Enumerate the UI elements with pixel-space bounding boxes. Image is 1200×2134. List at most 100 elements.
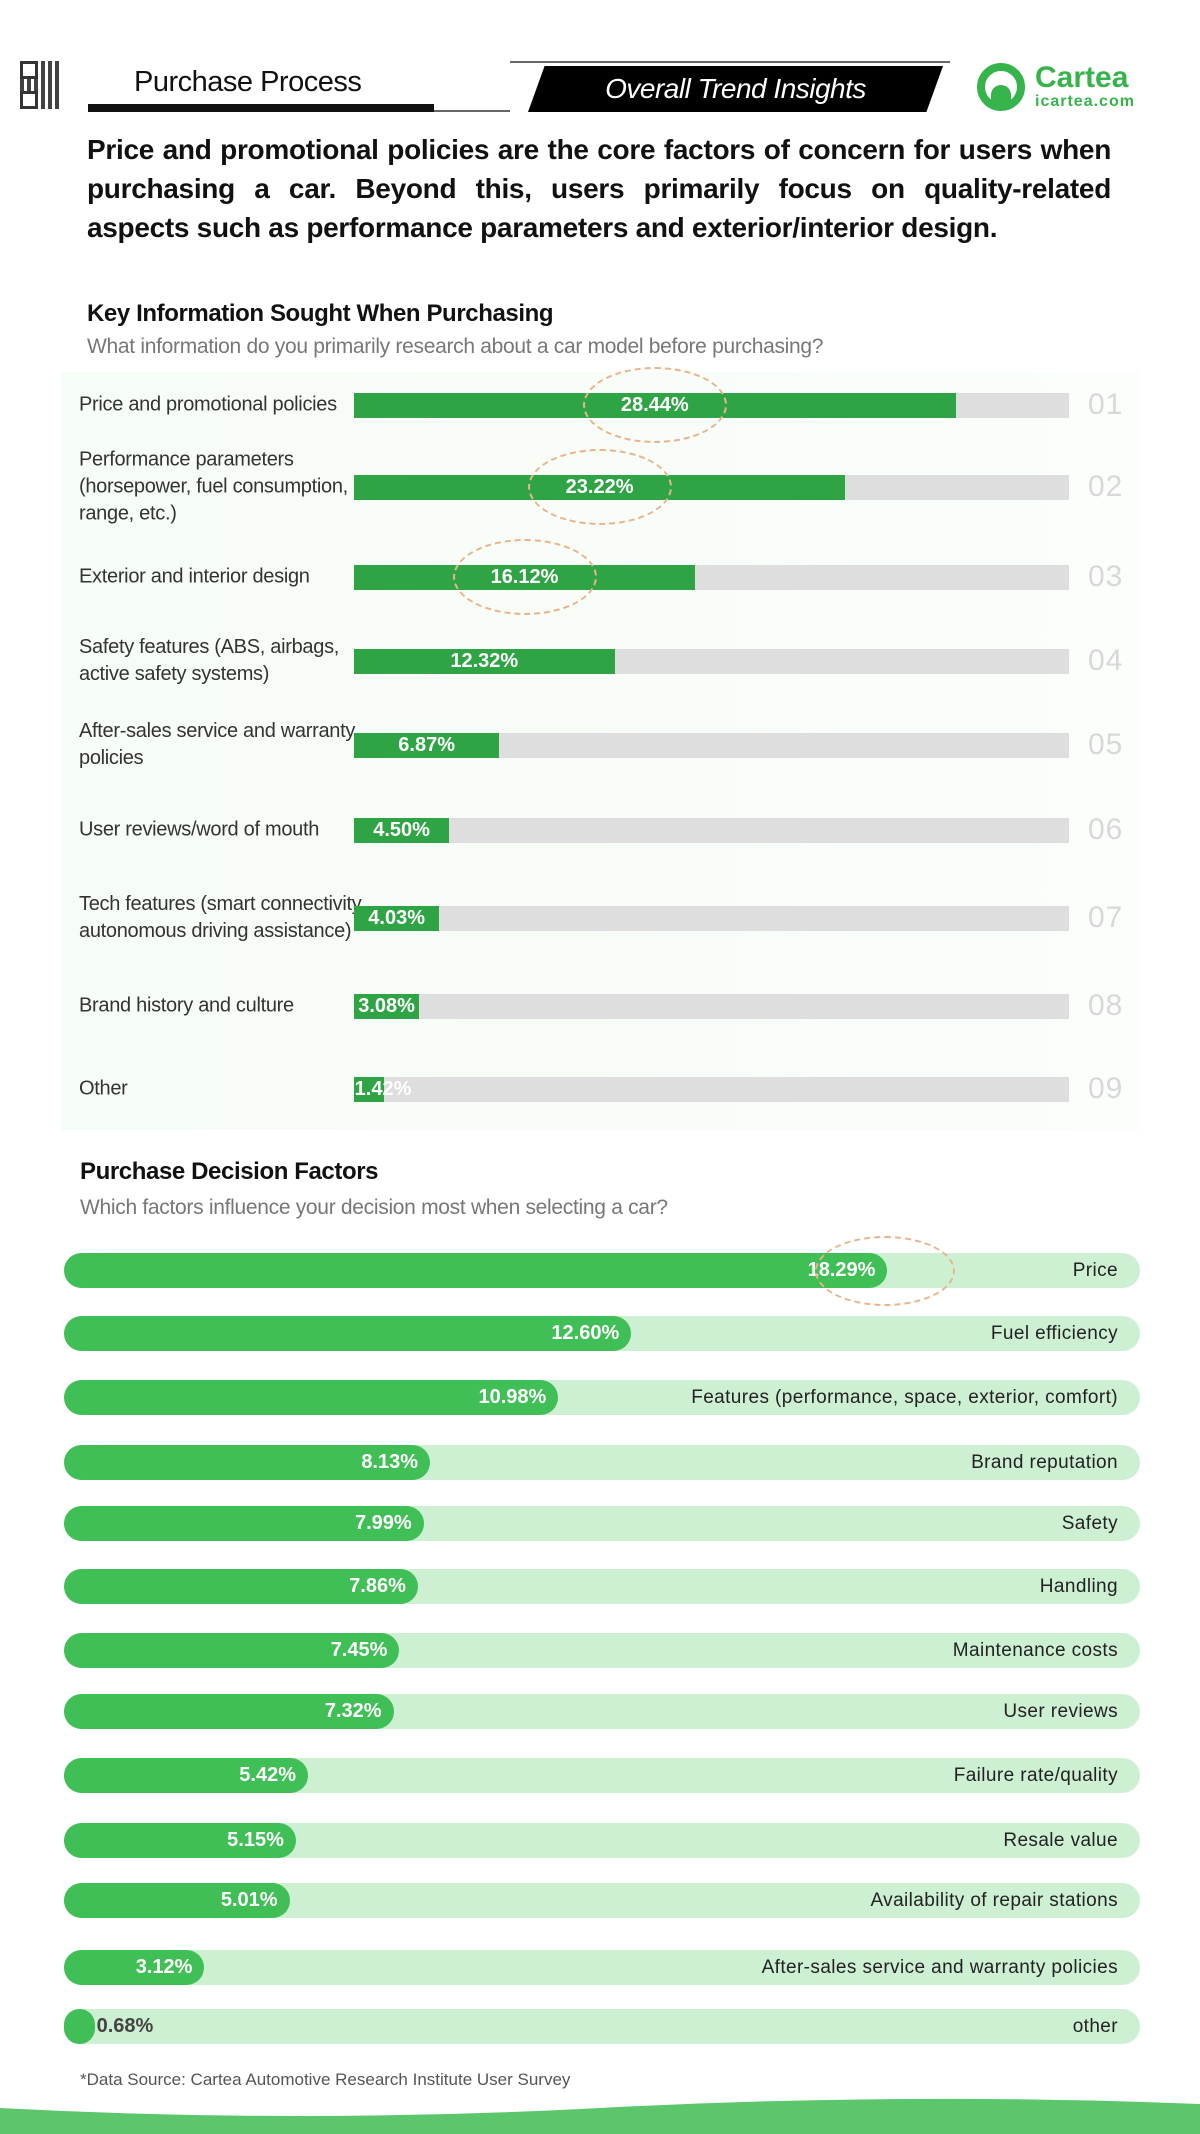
bar (64, 1253, 888, 1288)
chart2-row: 7.86% Handling (64, 1569, 1140, 1604)
category-label: Tech features (smart connectivity, auton… (79, 893, 366, 942)
bar-track: 23.22% (354, 475, 1069, 500)
bar-track: 4.03% (354, 906, 1069, 931)
brand-logo: Cartea icartea.com (977, 63, 1135, 111)
category-label: other (1072, 2016, 1118, 2037)
bar (64, 1380, 559, 1415)
divider (510, 61, 950, 63)
value-label: 8.13% (361, 1451, 419, 1473)
brand-url: icartea.com (1035, 93, 1135, 110)
chart2-row: 7.99% Safety (64, 1506, 1140, 1541)
rank-number: 05 (1088, 728, 1124, 761)
chart1-row: Other 1.42% 09 (0, 1049, 1200, 1129)
chart2-row: 10.98% Features (performance, space, ext… (64, 1380, 1140, 1415)
value-label: 4.03% (368, 907, 425, 929)
value-label: 7.45% (330, 1639, 388, 1661)
category-label: Price and promotional policies (79, 393, 337, 416)
banner: Overall Trend Insights (528, 66, 943, 112)
category-label: Safety features (ABS, airbags, active sa… (79, 636, 340, 685)
category-label: Brand reputation (971, 1452, 1118, 1473)
value-label: 3.08% (358, 995, 415, 1017)
chart1-title: Key Information Sought When Purchasing (87, 300, 554, 327)
category-label: Brand history and culture (79, 994, 294, 1017)
bar (64, 1316, 632, 1351)
chart2-row: 3.12% After-sales service and warranty p… (64, 1950, 1140, 1985)
chart1-subtitle: What information do you primarily resear… (87, 335, 824, 358)
chart1-row: Tech features (smart connectivity, auton… (0, 878, 1200, 958)
category-label: Features (performance, space, exterior, … (691, 1387, 1118, 1408)
chart2-row: 8.13% Brand reputation (64, 1445, 1140, 1480)
chart2-row: 7.45% Maintenance costs (64, 1633, 1140, 1668)
value-label: 0.68% (96, 2015, 154, 2037)
bar (354, 649, 615, 674)
highlight-ellipse (815, 1236, 956, 1306)
headline: Price and promotional policies are the c… (87, 134, 1111, 243)
qr-code (20, 61, 62, 109)
rank-number: 06 (1088, 813, 1124, 846)
chart1-row: Safety features (ABS, airbags, active sa… (0, 621, 1200, 701)
chart1-row: Brand history and culture 3.08% 08 (0, 966, 1200, 1046)
chart2-row: 0.68% other (64, 2009, 1140, 2044)
bar (64, 1823, 296, 1858)
bar-track: 4.50% (354, 818, 1069, 843)
highlight-ellipse (582, 367, 727, 443)
value-label: 5.01% (220, 1889, 278, 1911)
rank-number: 02 (1088, 470, 1124, 503)
bar (64, 1883, 290, 1918)
category-label: Fuel efficiency (990, 1323, 1118, 1344)
chart2-row: 18.29% Price (64, 1236, 1140, 1306)
highlight-ellipse (527, 449, 672, 525)
value-label: 6.87% (398, 734, 456, 756)
bar (354, 733, 500, 758)
chart1-row: Performance parameters (horsepower, fuel… (0, 447, 1200, 527)
chart1-row: After-sales service and warranty policie… (0, 705, 1200, 785)
bar (64, 1569, 418, 1604)
rank-number: 09 (1088, 1072, 1124, 1105)
bar-track: 3.08% (354, 994, 1069, 1019)
chart2-title: Purchase Decision Factors (80, 1158, 379, 1185)
value-label: 7.86% (349, 1575, 406, 1597)
divider (434, 110, 510, 112)
category-label: Availability of repair stations (870, 1890, 1118, 1911)
chart1-row: User reviews/word of mouth 4.50% 06 (0, 790, 1200, 870)
highlight-ellipse (452, 539, 597, 615)
value-label: 4.50% (373, 819, 430, 841)
category-label: User reviews (1003, 1701, 1118, 1722)
rank-number: 07 (1088, 901, 1124, 934)
category-label: Performance parameters (horsepower, fuel… (79, 448, 348, 525)
bar (64, 1506, 424, 1541)
footer-wave (0, 2098, 1200, 2134)
category-label: Exterior and interior design (79, 565, 310, 588)
title-underline (88, 104, 434, 112)
bar (64, 1633, 400, 1668)
rank-number: 08 (1088, 989, 1124, 1022)
category-label: Other (79, 1077, 128, 1100)
category-label: After-sales service and warranty policie… (761, 1957, 1118, 1978)
bar (64, 1694, 394, 1729)
rank-number: 03 (1088, 560, 1124, 593)
value-label: 3.12% (135, 1956, 193, 1978)
category-label: User reviews/word of mouth (79, 818, 320, 841)
bar (64, 1950, 205, 1985)
chart2-subtitle: Which factors influence your decision mo… (80, 1196, 668, 1219)
bar-track: 16.12% (354, 565, 1069, 590)
section-title: Purchase Process (134, 66, 362, 98)
value-label: 1.42% (354, 1078, 412, 1100)
category-label: Handling (1039, 1576, 1118, 1597)
rank-number: 01 (1088, 388, 1124, 421)
data-source: *Data Source: Cartea Automotive Research… (80, 2070, 571, 2089)
chart1-row: Price and promotional policies 28.44% 01 (0, 365, 1200, 445)
category-label: Price (1072, 1260, 1118, 1281)
category-label: Failure rate/quality (953, 1765, 1118, 1786)
value-label: 10.98% (478, 1386, 547, 1408)
bar (64, 2009, 95, 2044)
chart2-row: 12.60% Fuel efficiency (64, 1316, 1140, 1351)
bar (64, 1758, 308, 1793)
rank-number: 04 (1088, 644, 1124, 677)
category-label: Maintenance costs (952, 1640, 1118, 1661)
value-label: 7.32% (324, 1700, 382, 1722)
bar (354, 994, 420, 1019)
bar (354, 1077, 385, 1102)
value-label: 7.99% (355, 1512, 412, 1534)
chart2-row: 5.15% Resale value (64, 1823, 1140, 1858)
